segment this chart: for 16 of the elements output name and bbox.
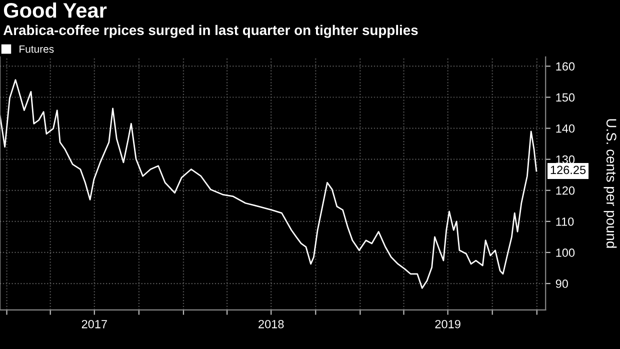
chart-subtitle: Arabica-coffee rpices surged in last quarter on tighter supplies <box>3 24 418 38</box>
y-tick-label: 100 <box>556 248 575 257</box>
line-series <box>0 79 538 289</box>
y-tick-label: 160 <box>556 62 575 71</box>
y-tick-label: 120 <box>556 186 575 195</box>
chart-title: Good Year <box>4 2 107 18</box>
y-tick-label: 110 <box>556 217 574 226</box>
x-tick-label: 2019 <box>435 320 460 328</box>
y-tick-label: 90 <box>556 280 568 288</box>
x-tick-label: 2017 <box>82 320 107 328</box>
x-tick-label: 2018 <box>258 320 284 328</box>
y-tick-label: 150 <box>556 93 575 102</box>
y2-axis-title: U.S. cents per pound <box>604 119 617 248</box>
annotation: 126.25 <box>550 166 586 174</box>
legend-label: Futures <box>20 45 54 53</box>
y-tick-label: 140 <box>556 124 575 133</box>
